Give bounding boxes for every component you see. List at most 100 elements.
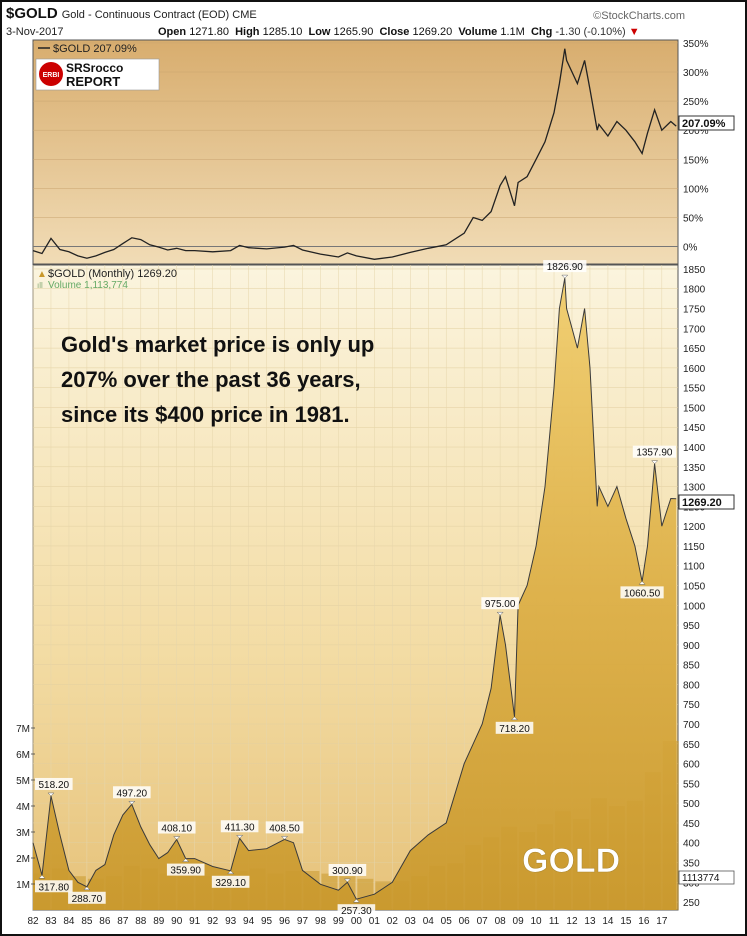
price-tick-label: 650 bbox=[683, 740, 700, 751]
volume-value: 1.1M bbox=[500, 26, 525, 38]
annotation-box bbox=[68, 891, 106, 904]
x-tick-label: 16 bbox=[638, 916, 650, 927]
price-tick-label: 500 bbox=[683, 799, 700, 810]
annotation-marker bbox=[128, 801, 136, 805]
annotation-box bbox=[211, 875, 250, 888]
annotation-label: 317.80 bbox=[39, 882, 70, 893]
open-value: 1271.80 bbox=[189, 26, 229, 38]
x-tick-label: 99 bbox=[333, 916, 345, 927]
logo-badge: ERBI bbox=[43, 72, 60, 79]
price-tick-label: 1300 bbox=[683, 483, 706, 494]
price-tick-label: 1200 bbox=[683, 522, 706, 533]
upper-last-value-text: 207.09% bbox=[682, 118, 726, 130]
price-tick-label: 550 bbox=[683, 779, 700, 790]
annotation-marker bbox=[38, 874, 46, 879]
x-tick-label: 12 bbox=[566, 916, 578, 927]
annotation-label: 411.30 bbox=[225, 822, 255, 833]
x-tick-label: 09 bbox=[513, 916, 525, 927]
x-tick-label: 11 bbox=[549, 916, 560, 927]
volume-last-value: 1113774 bbox=[678, 870, 735, 885]
annotation-label: 518.20 bbox=[39, 780, 70, 791]
gold-label: GOLD bbox=[522, 842, 620, 880]
price-tick-label: 950 bbox=[683, 621, 700, 632]
upper-legend: $GOLD 207.09% bbox=[38, 43, 137, 55]
x-tick-label: 07 bbox=[477, 916, 489, 927]
annotation-label: 1060.50 bbox=[624, 588, 661, 599]
annotation-marker bbox=[510, 716, 519, 721]
annotation-line-2: 207% over the past 36 years, bbox=[61, 367, 361, 392]
watermark: ©StockCharts.com bbox=[593, 10, 685, 22]
close-value: 1269.20 bbox=[412, 26, 453, 38]
volume-tick-label: 6M bbox=[16, 750, 30, 761]
x-tick-label: 83 bbox=[45, 916, 57, 927]
volume-tick-label: 3M bbox=[16, 828, 30, 839]
annotation-marker bbox=[343, 878, 352, 883]
x-tick-label: 06 bbox=[459, 916, 471, 927]
annotation-box bbox=[166, 863, 205, 876]
x-tick-label: 08 bbox=[495, 916, 507, 927]
upper-tick-label: 100% bbox=[683, 184, 709, 195]
volume-legend-text: Volume 1,113,774 bbox=[48, 280, 128, 291]
x-tick-label: 96 bbox=[279, 916, 291, 927]
annotation-box bbox=[543, 260, 587, 273]
price-area bbox=[33, 278, 677, 911]
price-tick-label: 1850 bbox=[683, 265, 706, 276]
price-tick-label: 1700 bbox=[683, 324, 706, 335]
annotation-box bbox=[495, 721, 534, 734]
annotation-marker bbox=[496, 611, 504, 616]
price-tick-label: 900 bbox=[683, 641, 700, 652]
price-y-axis: 2503003504004505005506006507007508008509… bbox=[683, 265, 706, 909]
annotation-label: 408.50 bbox=[269, 823, 300, 834]
x-tick-label: 01 bbox=[369, 916, 381, 927]
annotation-box bbox=[157, 821, 196, 834]
annotation-box bbox=[265, 821, 304, 834]
x-tick-label: 82 bbox=[27, 916, 39, 927]
x-tick-label: 04 bbox=[423, 916, 435, 927]
price-tick-label: 350 bbox=[683, 859, 700, 870]
price-tick-label: 400 bbox=[683, 839, 700, 850]
annotation-label: 975.00 bbox=[485, 599, 516, 610]
upper-tick-label: 0% bbox=[683, 243, 698, 254]
x-tick-label: 95 bbox=[261, 916, 273, 927]
upper-tick-label: 350% bbox=[683, 39, 709, 50]
price-tick-label: 850 bbox=[683, 661, 700, 672]
symbol: $GOLD bbox=[6, 5, 58, 22]
price-tick-label: 1100 bbox=[683, 562, 705, 573]
annotation-label: 257.30 bbox=[341, 906, 372, 917]
volume-last-value-text: 1113774 bbox=[682, 873, 720, 884]
annotation-line-1: Gold's market price is only up bbox=[61, 332, 374, 357]
annotation-label: 497.20 bbox=[117, 788, 148, 799]
price-tick-label: 1500 bbox=[683, 403, 706, 414]
x-tick-label: 84 bbox=[63, 916, 75, 927]
upper-y-axis: 350% 300% 250% 200% 150% 100% 50% 0% bbox=[683, 39, 709, 254]
upper-tick-label: 250% bbox=[683, 97, 709, 108]
svg-text:ıll: ıll bbox=[37, 281, 43, 290]
annotation-marker bbox=[352, 898, 361, 903]
x-tick-label: 03 bbox=[405, 916, 417, 927]
annotation-label: 1826.90 bbox=[547, 262, 584, 273]
volume-tick-label: 7M bbox=[16, 724, 30, 735]
price-tick-label: 250 bbox=[683, 898, 700, 909]
x-tick-label: 91 bbox=[189, 916, 201, 927]
instrument-name: Gold - Continuous Contract (EOD) bbox=[61, 9, 230, 21]
annotation-label: 718.20 bbox=[499, 724, 530, 735]
upper-tick-label: 300% bbox=[683, 68, 709, 79]
annotation-marker bbox=[236, 835, 244, 839]
srsrocco-logo: ERBI SRSrocco REPORT bbox=[35, 58, 160, 91]
annotation-marker bbox=[651, 460, 659, 465]
change-value: -1.30 (-0.10%) bbox=[555, 26, 626, 38]
price-tick-label: 1150 bbox=[683, 542, 705, 553]
annotation-label: 288.70 bbox=[72, 894, 103, 905]
x-tick-label: 92 bbox=[207, 916, 219, 927]
annotation-box bbox=[620, 586, 664, 599]
annotation-label: 408.10 bbox=[161, 824, 192, 835]
upper-tick-label: 50% bbox=[683, 213, 703, 224]
annotation-label: 329.10 bbox=[215, 878, 246, 889]
quote-bar: Open 1271.80 High 1285.10 Low 1265.90 Cl… bbox=[158, 26, 640, 38]
volume-y-axis: 7M 6M 5M 4M 3M 2M 1M bbox=[16, 724, 35, 891]
x-tick-label: 97 bbox=[297, 916, 309, 927]
lower-legend: ▲ $GOLD (Monthly) 1269.20 ıll Volume 1,1… bbox=[37, 268, 177, 291]
annotation-line-3: since its $400 price in 1981. bbox=[61, 402, 350, 427]
annotation-marker bbox=[638, 581, 646, 585]
x-tick-label: 00 bbox=[351, 916, 363, 927]
